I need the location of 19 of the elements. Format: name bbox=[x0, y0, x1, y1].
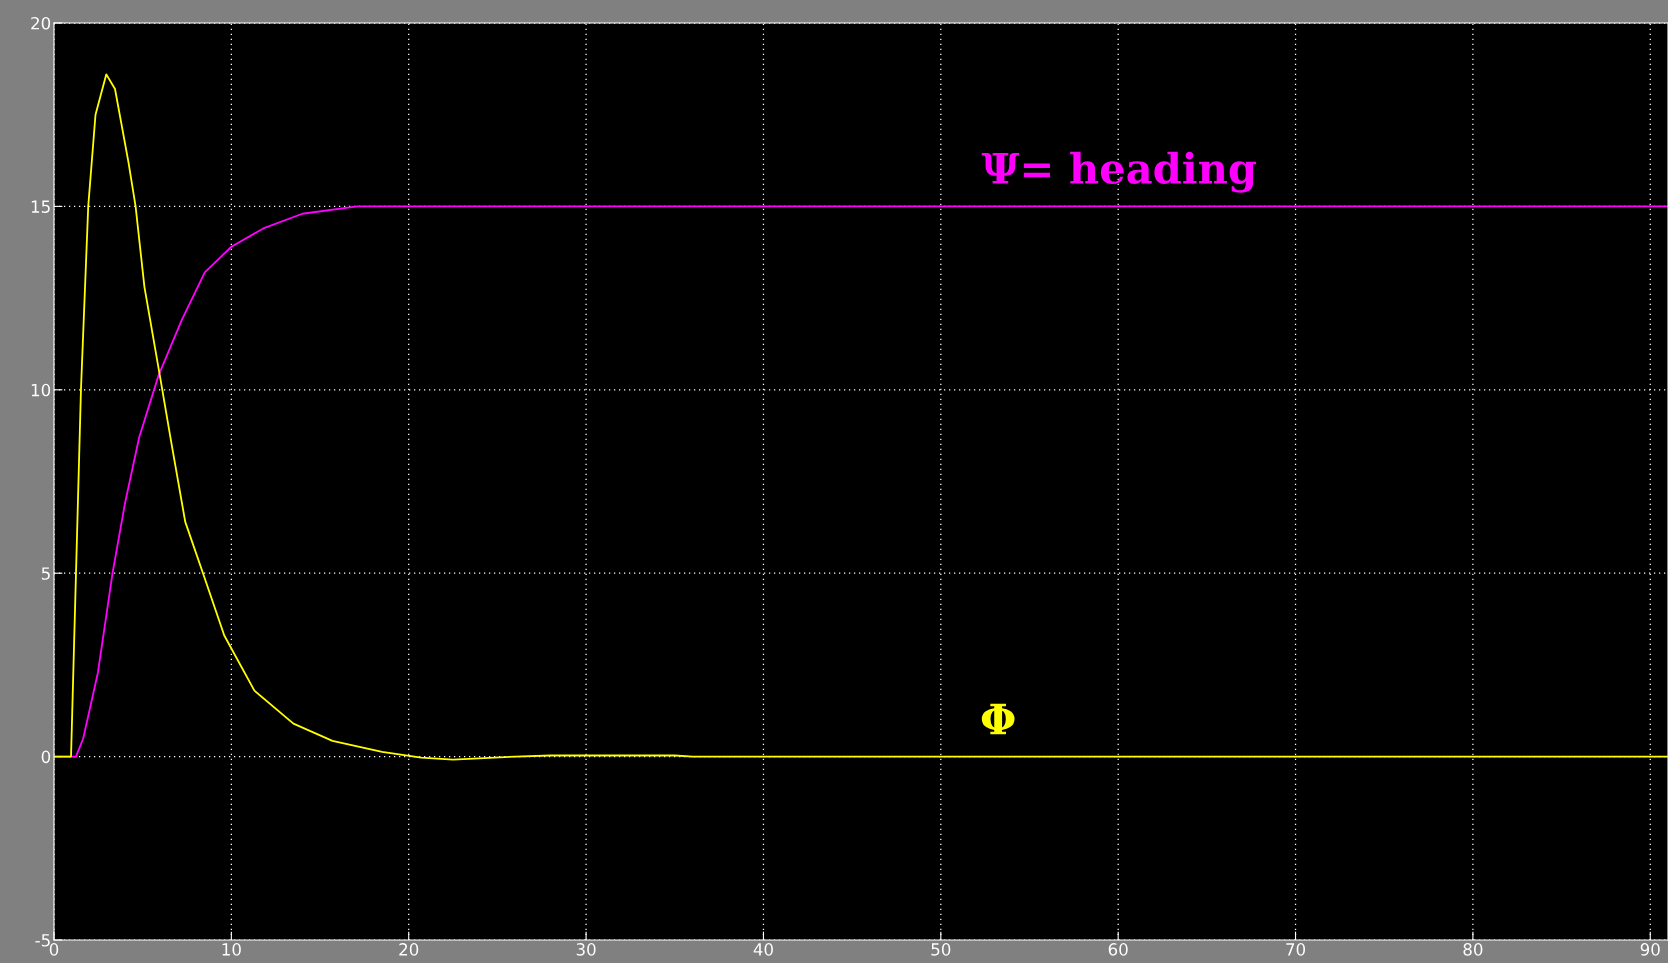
line-series bbox=[54, 73, 1668, 761]
y-tick-label: 0 bbox=[41, 750, 51, 764]
y-tick-label: 10 bbox=[31, 383, 51, 397]
x-tick-label: 0 bbox=[49, 943, 59, 956]
series-label: Φ bbox=[981, 703, 1015, 735]
x-tick-label: 10 bbox=[222, 943, 241, 956]
series-label: Ψ= heading bbox=[981, 151, 1257, 193]
x-tick-label: 70 bbox=[1286, 943, 1306, 956]
y-tick-label: 5 bbox=[41, 567, 50, 580]
x-tick-label: 90 bbox=[1640, 943, 1660, 956]
y-tick-label: 20 bbox=[31, 16, 51, 30]
x-tick-label: 50 bbox=[931, 943, 951, 956]
y-tick-label: 15 bbox=[31, 200, 50, 213]
x-tick-label: 20 bbox=[399, 943, 419, 956]
x-tick-label: 30 bbox=[576, 943, 596, 956]
x-tick-label: 60 bbox=[1108, 943, 1128, 956]
x-tick-label: 80 bbox=[1463, 943, 1483, 956]
x-tick-label: 40 bbox=[753, 943, 773, 956]
y-tick-label: -5 bbox=[35, 934, 50, 947]
